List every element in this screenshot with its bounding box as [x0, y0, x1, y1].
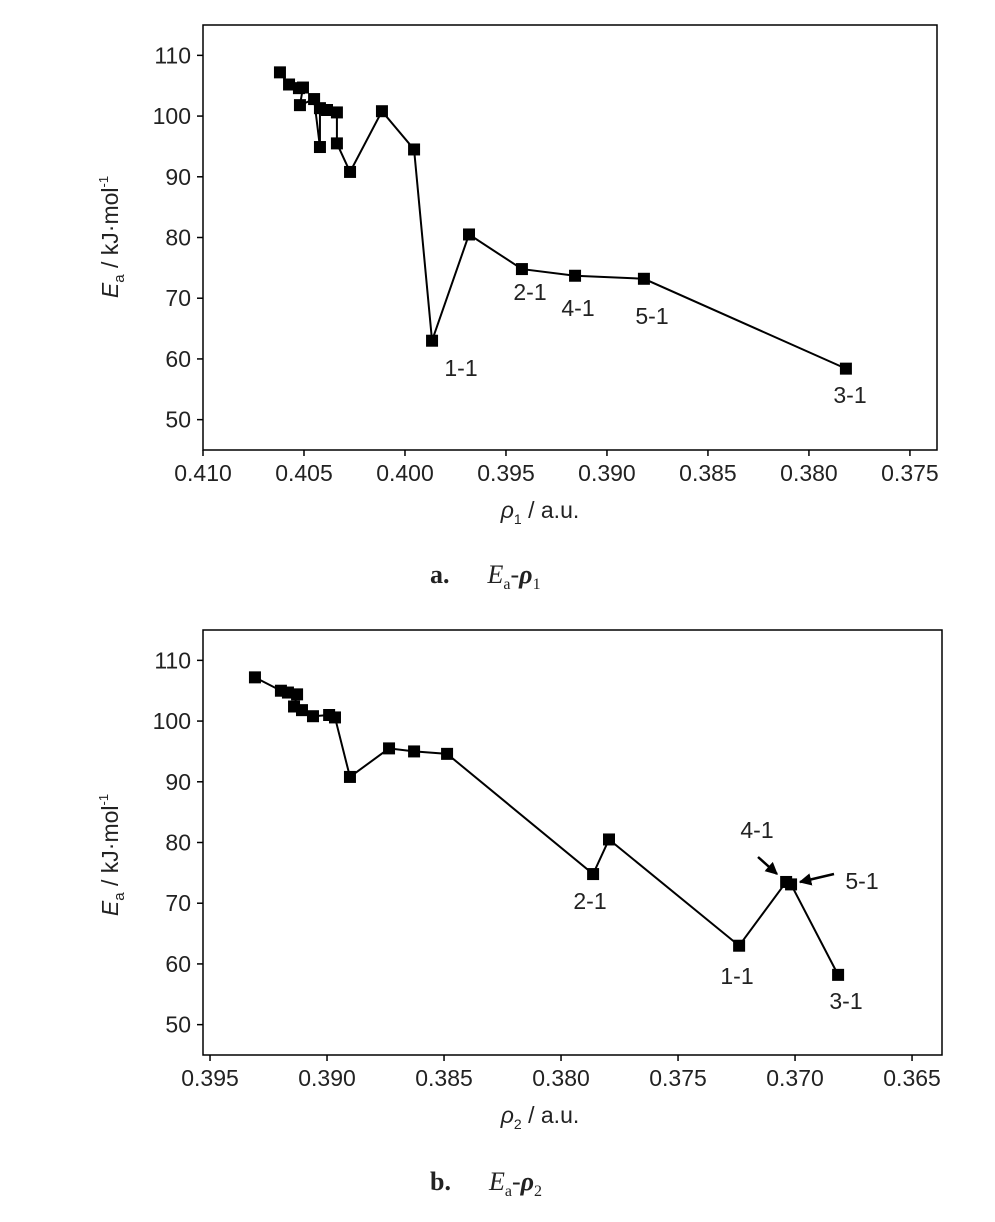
data-point	[313, 141, 326, 154]
data-point	[248, 671, 261, 684]
data-point	[426, 334, 439, 347]
data-point	[295, 704, 308, 717]
x-tick-label: 0.380	[780, 460, 838, 486]
annotation: 5-1	[635, 303, 668, 329]
annotation: 2-1	[513, 279, 546, 305]
x-tick-label: 0.385	[679, 460, 737, 486]
y-axis-label: Ea / kJ·mol-1	[96, 176, 128, 298]
annotation: 3-1	[833, 382, 866, 408]
data-line	[279, 71, 847, 370]
y-tick-label: 60	[165, 951, 191, 977]
y-tick-label: 70	[165, 890, 191, 916]
data-point	[832, 968, 845, 981]
x-tick-label: 0.375	[649, 1065, 707, 1091]
annotation: 5-1	[845, 868, 878, 894]
data-point	[383, 742, 396, 755]
x-tick-label: 0.390	[578, 460, 636, 486]
x-tick-label: 0.405	[275, 460, 333, 486]
data-point	[408, 143, 421, 156]
data-point	[733, 939, 746, 952]
y-tick-label: 80	[165, 830, 191, 856]
data-point	[281, 686, 294, 699]
data-point	[321, 104, 334, 116]
data-point	[515, 263, 528, 276]
data-point	[283, 78, 296, 91]
data-point	[637, 272, 650, 285]
annotation: 1-1	[720, 963, 753, 989]
y-tick-label: 50	[165, 407, 191, 433]
plot-frame	[202, 24, 938, 451]
y-tick-label: 60	[165, 346, 191, 372]
data-point	[408, 745, 421, 758]
data-point	[343, 770, 356, 783]
annotation: 1-1	[444, 355, 477, 381]
data-point	[839, 362, 852, 375]
x-tick-label: 0.370	[766, 1065, 824, 1091]
y-tick-label: 90	[165, 769, 191, 795]
data-point	[296, 81, 309, 94]
data-point	[330, 137, 343, 150]
arrow	[798, 872, 835, 886]
x-tick-label: 0.385	[415, 1065, 473, 1091]
x-tick-label: 0.390	[298, 1065, 356, 1091]
x-axis-label: ρ2 / a.u.	[500, 1102, 580, 1132]
x-tick-label: 0.395	[477, 460, 535, 486]
y-tick-label: 100	[153, 103, 191, 129]
data-point	[785, 878, 798, 891]
data-point	[569, 269, 582, 282]
y-tick-label: 110	[154, 42, 191, 68]
data-point	[344, 165, 357, 178]
x-tick-label: 0.365	[883, 1065, 941, 1091]
y-tick-label: 70	[165, 285, 191, 311]
data-point	[587, 868, 600, 881]
data-point	[273, 66, 286, 79]
annotation: 3-1	[829, 988, 862, 1014]
data-point	[293, 99, 306, 112]
data-point	[603, 833, 616, 846]
caption: b. Ea-ρ2	[430, 1167, 542, 1200]
annotation: 4-1	[740, 817, 773, 843]
data-point	[291, 688, 304, 701]
y-tick-label: 80	[165, 225, 191, 251]
annotation: 4-1	[561, 295, 594, 321]
data-point	[375, 105, 388, 118]
arrow	[757, 856, 778, 875]
y-tick-label: 110	[154, 647, 191, 673]
x-tick-label: 0.375	[881, 460, 939, 486]
x-tick-label: 0.410	[174, 460, 232, 486]
x-tick-label: 0.395	[181, 1065, 239, 1091]
y-tick-label: 90	[165, 164, 191, 190]
data-point	[328, 711, 341, 724]
y-axis-label: Ea / kJ·mol-1	[96, 794, 128, 916]
data-point	[330, 106, 343, 119]
y-tick-label: 100	[153, 708, 191, 734]
x-tick-label: 0.380	[532, 1065, 590, 1091]
data-point	[463, 228, 476, 241]
x-tick-label: 0.400	[376, 460, 434, 486]
data-point	[441, 747, 454, 760]
data-point	[308, 93, 321, 106]
data-point	[306, 710, 319, 723]
x-axis-label: ρ1 / a.u.	[500, 497, 580, 527]
caption: a. Ea-ρ1	[430, 560, 541, 593]
annotation: 2-1	[573, 888, 606, 914]
y-tick-label: 50	[165, 1012, 191, 1038]
